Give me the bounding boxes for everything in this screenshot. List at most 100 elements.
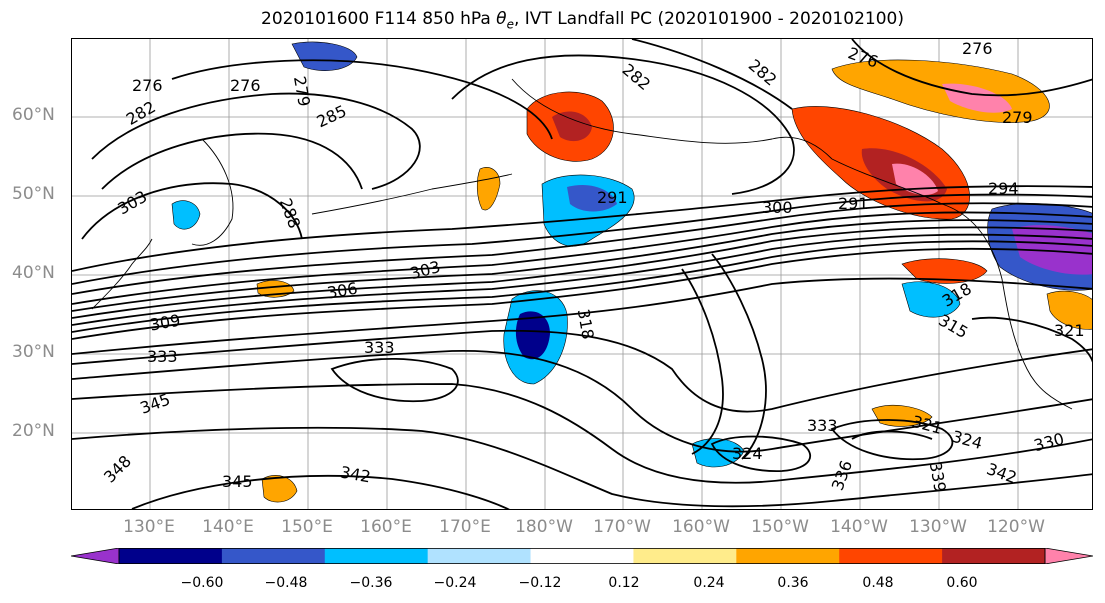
negative-region-nw-corner — [291, 41, 358, 71]
contour-line — [131, 474, 510, 509]
contour-label: 279 — [290, 75, 314, 108]
contour-label: 336 — [828, 458, 856, 493]
map-canvas: 276 276 279 282 285 282 276 276 279 282 … — [72, 39, 1092, 509]
lon-label-140e: 140°E — [202, 517, 254, 537]
colorbar-segment — [427, 548, 532, 564]
positive-region-sw — [261, 475, 298, 503]
title-prefix: 2020101600 F114 850 hPa — [261, 9, 497, 29]
contour-line — [72, 226, 1092, 319]
positive-region-bc-coast — [901, 258, 988, 284]
colorbar-tick-label: −0.48 — [264, 575, 308, 591]
colorbar-tick-label: −0.60 — [180, 575, 224, 591]
contour-line — [72, 185, 1092, 272]
contour-label: 288 — [276, 196, 304, 231]
contour-label: 333 — [364, 338, 395, 357]
coastlines — [91, 78, 1073, 410]
lat-label-20n: 20°N — [12, 421, 55, 441]
contour-line — [830, 419, 954, 461]
contour-label: 282 — [123, 97, 159, 129]
colorbar-segments — [71, 548, 1093, 564]
contour-line — [81, 182, 303, 240]
contour-label: 279 — [1002, 108, 1033, 127]
colorbar — [71, 548, 1093, 564]
contour-label: 306 — [326, 279, 359, 303]
positive-region-south-east — [1046, 290, 1092, 330]
contour-line — [710, 435, 812, 472]
contour-label: 309 — [148, 311, 181, 335]
contour-label: 291 — [838, 194, 869, 213]
lon-label-160e: 160°E — [360, 517, 412, 537]
contour-line — [72, 193, 1092, 285]
colorbar-border — [118, 548, 1046, 564]
contour-label: 300 — [762, 198, 793, 217]
pc-filled-regions — [171, 41, 1092, 503]
lon-label-170e: 170°E — [439, 517, 491, 537]
title-suffix: , IVT Landfall PC (2020101900 - 20201021… — [513, 9, 904, 29]
contour-line — [72, 211, 1092, 305]
positive-region-alaska-gulf-core — [552, 111, 592, 142]
contour-label: 348 — [100, 452, 135, 487]
map-title: 2020101600 F114 850 hPa θe, IVT Landfall… — [0, 9, 1105, 31]
colorbar-segment — [839, 548, 943, 564]
lat-label-30n: 30°N — [12, 342, 55, 362]
contour-line — [72, 233, 1092, 326]
contour-label: 291 — [597, 188, 628, 207]
contour-line — [72, 383, 1092, 484]
contour-line — [971, 316, 1092, 363]
contour-label: 282 — [745, 55, 781, 89]
colorbar-segment — [530, 548, 634, 564]
colorbar-tick-label: −0.24 — [433, 575, 477, 591]
title-theta: θ — [496, 9, 507, 29]
contour-label: 285 — [314, 101, 350, 131]
negative-region-mid-east — [901, 281, 961, 318]
negative-region-central-core — [567, 184, 617, 212]
colorbar-tick-label: −0.36 — [349, 575, 393, 591]
lat-label-60n: 60°N — [12, 105, 55, 125]
lon-label-150w: 150°W — [751, 517, 809, 537]
colorbar-segment — [119, 548, 223, 564]
lon-label-140w: 140°W — [830, 517, 888, 537]
contour-line — [72, 247, 1092, 340]
contour-label: 339 — [926, 460, 950, 493]
colorbar-segment — [324, 548, 429, 564]
lon-label-160w: 160°W — [672, 517, 730, 537]
colorbar-segment — [221, 548, 326, 564]
contour-line — [851, 39, 1092, 97]
contour-label: 321 — [1054, 321, 1085, 340]
contour-label: 303 — [408, 257, 442, 283]
lon-label-130e: 130°E — [123, 517, 175, 537]
lon-label-130w: 130°W — [909, 517, 967, 537]
contour-line — [72, 240, 1092, 333]
contour-line — [711, 253, 767, 460]
contour-line — [681, 268, 724, 455]
contour-line — [631, 39, 793, 110]
colorbar-tick-label: 0.48 — [862, 575, 894, 591]
contour-line — [101, 132, 363, 190]
coastline-alaska — [511, 78, 833, 160]
colorbar-tick-label: 0.24 — [693, 575, 725, 591]
colorbar-segment — [942, 548, 1046, 564]
colorbar-tick-label: 0.36 — [777, 575, 809, 591]
contour-label: 342 — [339, 462, 372, 486]
contour-line — [72, 426, 1092, 508]
lat-label-50n: 50°N — [12, 184, 55, 204]
map-plot-area: 276 276 279 282 285 282 276 276 279 282 … — [71, 38, 1093, 510]
positive-region-dateline — [476, 167, 501, 211]
positive-region-nw-coast-peak — [892, 163, 938, 195]
contour-line — [72, 329, 1092, 413]
contour-line — [171, 59, 553, 140]
contour-label: 294 — [988, 179, 1019, 198]
contour-label: 276 — [962, 39, 993, 58]
coastline-north-america — [831, 158, 1073, 410]
contour-label: 333 — [147, 347, 178, 366]
contour-label: 276 — [132, 76, 163, 95]
colorbar-segment — [736, 548, 840, 564]
theta-e-contours — [72, 39, 1092, 509]
positive-region-tropic — [871, 404, 933, 427]
colorbar-tick-label: 0.60 — [946, 575, 978, 591]
contour-label: 303 — [114, 187, 150, 219]
lon-label-180w: 180°W — [515, 517, 573, 537]
contour-label: 345 — [222, 472, 253, 491]
colorbar-tick-label: −0.12 — [518, 575, 562, 591]
colorbar-segment — [633, 548, 737, 564]
